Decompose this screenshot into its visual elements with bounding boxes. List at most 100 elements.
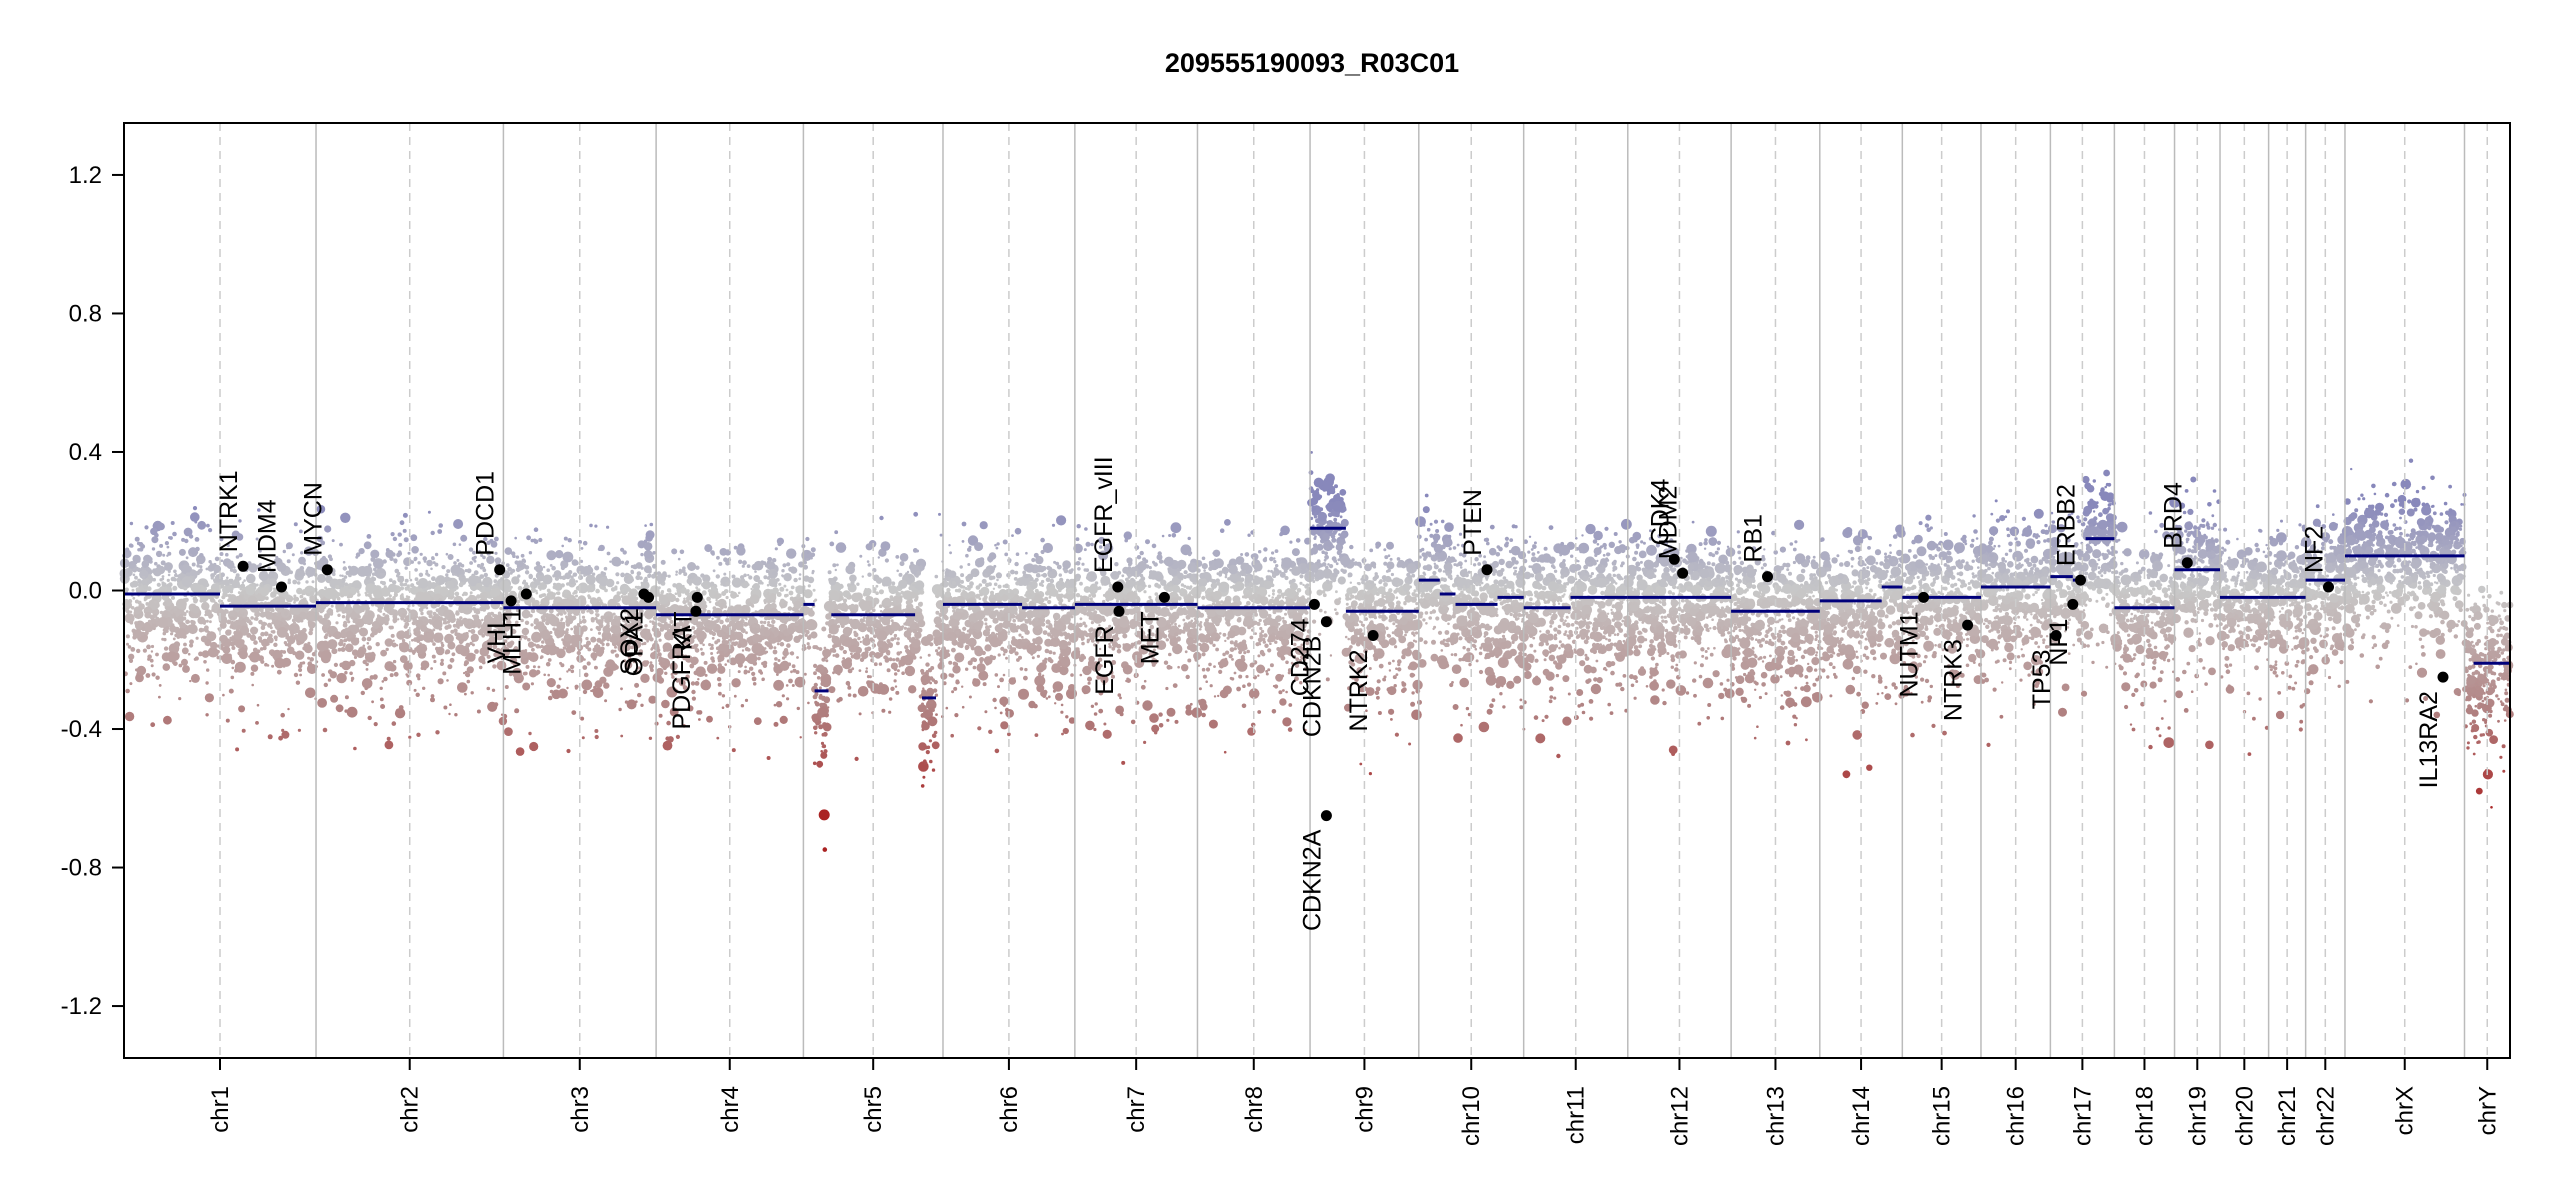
probe-point — [615, 572, 620, 577]
probe-point — [1044, 596, 1049, 601]
probe-point — [1070, 568, 1074, 572]
probe-point — [537, 665, 541, 669]
probe-point — [168, 613, 172, 617]
probe-point — [861, 651, 869, 659]
probe-point — [570, 669, 575, 674]
probe-point — [293, 594, 297, 598]
probe-point — [865, 667, 868, 670]
probe-point — [779, 641, 785, 647]
probe-point — [916, 607, 921, 612]
probe-point — [581, 615, 586, 619]
probe-point — [163, 715, 172, 725]
probe-point — [763, 629, 771, 637]
probe-point — [1015, 615, 1020, 620]
probe-point — [443, 705, 448, 710]
probe-point — [896, 669, 900, 673]
probe-point — [818, 686, 822, 690]
probe-point — [295, 616, 302, 623]
probe-point — [464, 692, 467, 696]
probe-point — [657, 622, 661, 627]
probe-point — [595, 613, 598, 616]
probe-point — [1031, 557, 1036, 563]
probe-point — [514, 708, 520, 714]
probe-point — [932, 629, 941, 638]
probe-point — [645, 530, 655, 540]
probe-point — [401, 639, 406, 643]
probe-point — [424, 645, 427, 648]
probe-point — [505, 563, 510, 567]
probe-point — [530, 623, 534, 627]
probe-point — [430, 697, 435, 703]
probe-point — [983, 617, 988, 622]
probe-point — [894, 685, 898, 688]
probe-point — [862, 616, 866, 620]
probe-point — [407, 551, 411, 555]
probe-point — [394, 585, 398, 589]
probe-point — [533, 618, 539, 624]
probe-point — [935, 610, 940, 615]
probe-point — [335, 621, 339, 625]
probe-point — [912, 629, 918, 634]
probe-point — [862, 592, 867, 597]
probe-point — [763, 608, 767, 612]
probe-point — [372, 631, 376, 635]
probe-point — [832, 563, 837, 568]
probe-point — [143, 635, 148, 640]
probe-point — [994, 748, 1000, 754]
probe-point — [979, 521, 988, 530]
probe-point — [449, 595, 454, 600]
probe-point — [875, 577, 883, 584]
probe-point — [710, 652, 714, 655]
probe-point — [409, 578, 413, 582]
probe-point — [516, 599, 521, 604]
probe-point — [576, 565, 586, 575]
probe-point — [480, 562, 485, 567]
probe-point — [456, 618, 460, 622]
probe-point — [185, 610, 189, 613]
probe-point — [500, 577, 504, 581]
probe-point — [222, 693, 225, 697]
probe-point — [260, 625, 266, 630]
probe-point — [344, 586, 349, 592]
probe-point — [620, 734, 624, 738]
probe-point — [158, 695, 161, 699]
probe-point — [907, 651, 911, 656]
probe-point — [703, 619, 707, 623]
probe-point — [1002, 620, 1012, 629]
probe-point — [411, 639, 414, 642]
probe-point — [604, 588, 608, 593]
probe-point — [319, 606, 324, 611]
probe-point — [373, 589, 383, 599]
probe-point — [311, 568, 316, 572]
probe-point — [710, 586, 715, 591]
probe-point — [303, 644, 313, 654]
probe-point — [399, 582, 404, 587]
probe-point — [595, 643, 599, 646]
probe-point — [255, 537, 259, 541]
probe-point — [204, 693, 214, 703]
probe-point — [468, 619, 473, 623]
probe-point — [124, 547, 130, 552]
probe-point — [554, 585, 557, 588]
probe-point — [321, 650, 332, 661]
probe-point — [466, 666, 474, 674]
probe-point — [822, 847, 828, 852]
probe-point — [914, 580, 925, 591]
probe-point — [663, 649, 667, 652]
probe-point — [223, 579, 231, 586]
probe-point — [159, 578, 163, 582]
probe-point — [912, 638, 917, 643]
probe-point — [222, 619, 227, 624]
probe-point — [465, 673, 469, 677]
probe-point — [370, 549, 380, 559]
probe-point — [746, 653, 758, 665]
probe-point — [918, 565, 923, 570]
probe-point — [231, 579, 240, 589]
probe-point — [885, 688, 888, 692]
probe-point — [770, 634, 775, 639]
probe-point — [626, 699, 637, 710]
probe-point — [428, 613, 433, 619]
probe-point — [565, 646, 573, 654]
probe-point — [551, 595, 556, 600]
probe-point — [455, 611, 460, 616]
